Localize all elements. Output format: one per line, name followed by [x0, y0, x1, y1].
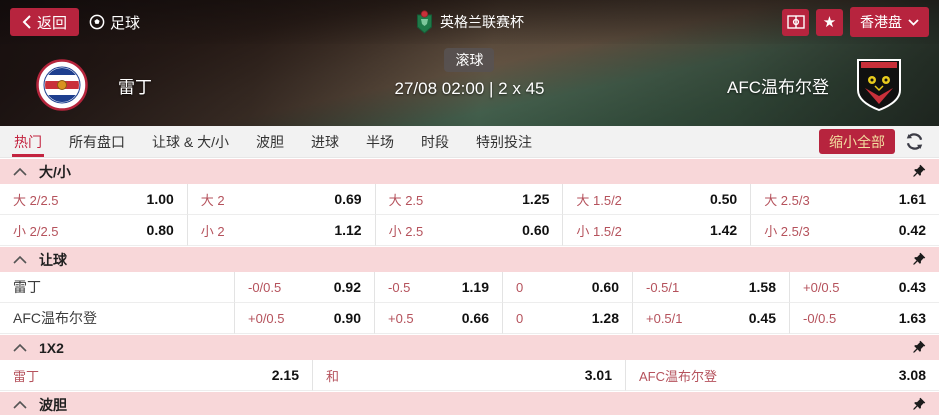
pitch-view-button[interactable]	[782, 8, 809, 36]
odds-cell[interactable]: 小 2/2.5 0.80	[0, 215, 188, 246]
handicap-row-home: 雷丁 -0/0.5 0.92 -0.5 1.19 0 0.60 -0.5/1 1.58 …	[0, 272, 939, 303]
odds-cell[interactable]: 大 2.5 1.25	[375, 184, 564, 215]
section-title: 让球	[39, 251, 67, 268]
star-icon: ★	[822, 13, 837, 31]
pitch-icon	[786, 15, 805, 29]
section-header-over-under[interactable]: 大/小	[0, 158, 939, 184]
match-status: 滚球 27/08 02:00 | 2 x 45	[394, 48, 545, 99]
away-team-logo	[855, 58, 903, 112]
top-bar-actions: ★ 香港盘	[782, 7, 929, 37]
chevron-up-icon	[13, 255, 27, 264]
odds-cell[interactable]: 0 0.60	[503, 272, 633, 303]
section-header-handicap[interactable]: 让球	[0, 246, 939, 272]
odds-cell[interactable]: 大 2/2.5 1.00	[0, 184, 188, 215]
refresh-button[interactable]	[904, 131, 925, 152]
pin-icon[interactable]	[911, 252, 926, 267]
over-under-row-under: 小 2/2.5 0.80 小 2 1.12 小 2.5 0.60 小 1.5/2 1.4…	[0, 215, 939, 246]
collapse-all-button[interactable]: 缩小全部	[819, 129, 895, 154]
section-title: 波胆	[39, 396, 67, 413]
chevron-down-icon	[908, 18, 919, 26]
handicap-row-away: AFC温布尔登 +0/0.5 0.90 +0.5 0.66 0 1.28 +0.5/1…	[0, 303, 939, 334]
football-icon	[89, 14, 105, 30]
odds-cell[interactable]: 大 2.5/3 1.61	[751, 184, 939, 215]
1x2-row: 雷丁 2.15 和 3.01 AFC温布尔登 3.08	[0, 360, 939, 391]
league-cup-icon	[415, 10, 433, 34]
odds-cell[interactable]: +0/0.5 0.43	[790, 272, 939, 303]
chevron-up-icon	[13, 343, 27, 352]
odds-cell[interactable]: 小 2 1.12	[187, 215, 376, 246]
home-team-logo	[36, 59, 88, 111]
tab-bar-actions: 缩小全部	[819, 126, 925, 157]
match-header-hero: 返回 足球 英格兰联赛	[0, 0, 939, 126]
section-over-under: 大/小 大 2/2.5 1.00 大 2 0.69 大 2.5 1.25 大 1.5/…	[0, 158, 939, 246]
league-header: 英格兰联赛杯	[415, 0, 524, 44]
section-1x2: 1X2 雷丁 2.15 和 3.01 AFC温布尔登 3.08	[0, 334, 939, 391]
chevron-left-icon	[22, 15, 32, 29]
back-button[interactable]: 返回	[10, 8, 80, 36]
market-tab-bar: 热门 所有盘口 让球 & 大/小 波胆 进球 半场 时段 特别投注 缩小全部	[0, 126, 939, 158]
tab-half[interactable]: 半场	[366, 133, 395, 150]
chevron-up-icon	[13, 400, 27, 409]
over-under-row-over: 大 2/2.5 1.00 大 2 0.69 大 2.5 1.25 大 1.5/2 0.5…	[0, 184, 939, 215]
tab-goals[interactable]: 进球	[311, 133, 340, 150]
odds-cell[interactable]: -0.5 1.19	[375, 272, 503, 303]
odds-cell[interactable]: -0.5/1 1.58	[633, 272, 790, 303]
odds-cell[interactable]: 小 1.5/2 1.42	[563, 215, 752, 246]
match-info-row: 雷丁 滚球 27/08 02:00 | 2 x 45 AFC温布尔登	[0, 44, 939, 126]
team-label-cell: 雷丁	[0, 272, 235, 303]
tab-all-markets[interactable]: 所有盘口	[69, 133, 125, 150]
away-team-name: AFC温布尔登	[727, 77, 829, 97]
odds-cell[interactable]: AFC温布尔登 3.08	[626, 360, 939, 391]
pin-icon[interactable]	[911, 164, 926, 179]
top-bar: 返回 足球 英格兰联赛	[0, 0, 939, 44]
odds-cell[interactable]: 雷丁 2.15	[0, 360, 313, 391]
section-title: 大/小	[39, 163, 71, 180]
live-status-badge: 滚球	[444, 48, 495, 72]
section-correct-score: 波胆	[0, 391, 939, 415]
home-team-name: 雷丁	[118, 77, 152, 97]
home-team: 雷丁	[36, 59, 152, 111]
odds-type-label: 香港盘	[860, 14, 902, 30]
section-handicap: 让球 雷丁 -0/0.5 0.92 -0.5 1.19 0 0.60 -0.5/1 1.…	[0, 246, 939, 334]
league-label: 英格兰联赛杯	[440, 14, 524, 30]
sport-label: 足球	[110, 14, 141, 32]
tab-hot[interactable]: 热门	[12, 126, 44, 157]
section-header-1x2[interactable]: 1X2	[0, 334, 939, 360]
tab-specials[interactable]: 特别投注	[476, 133, 533, 150]
odds-cell[interactable]: 大 2 0.69	[187, 184, 376, 215]
odds-cell[interactable]: 小 2.5/3 0.42	[751, 215, 939, 246]
favorite-button[interactable]: ★	[816, 8, 843, 36]
odds-cell[interactable]: +0.5 0.66	[375, 303, 503, 334]
odds-cell[interactable]: -0/0.5 0.92	[235, 272, 375, 303]
odds-cell[interactable]: +0.5/1 0.45	[633, 303, 790, 334]
refresh-icon	[904, 131, 925, 152]
chevron-up-icon	[13, 167, 27, 176]
odds-cell[interactable]: 和 3.01	[313, 360, 626, 391]
odds-cell[interactable]: -0/0.5 1.63	[790, 303, 939, 334]
odds-type-dropdown[interactable]: 香港盘	[850, 7, 929, 37]
team-label-cell: AFC温布尔登	[0, 303, 235, 334]
section-title: 1X2	[39, 339, 64, 356]
tab-handicap-ou[interactable]: 让球 & 大/小	[152, 133, 230, 150]
tab-period[interactable]: 时段	[421, 133, 450, 150]
odds-cell[interactable]: +0/0.5 0.90	[235, 303, 375, 334]
back-label: 返回	[37, 14, 68, 32]
odds-cell[interactable]: 小 2.5 0.60	[375, 215, 564, 246]
odds-cell[interactable]: 大 1.5/2 0.50	[563, 184, 752, 215]
odds-cell[interactable]: 0 1.28	[503, 303, 633, 334]
sport-selector[interactable]: 足球	[89, 12, 140, 33]
match-time: 27/08 02:00 | 2 x 45	[394, 79, 545, 98]
pin-icon[interactable]	[911, 397, 926, 412]
tab-correct-score[interactable]: 波胆	[256, 133, 285, 150]
pin-icon[interactable]	[911, 340, 926, 355]
section-header-correct-score[interactable]: 波胆	[0, 391, 939, 415]
away-team: AFC温布尔登	[727, 58, 903, 112]
